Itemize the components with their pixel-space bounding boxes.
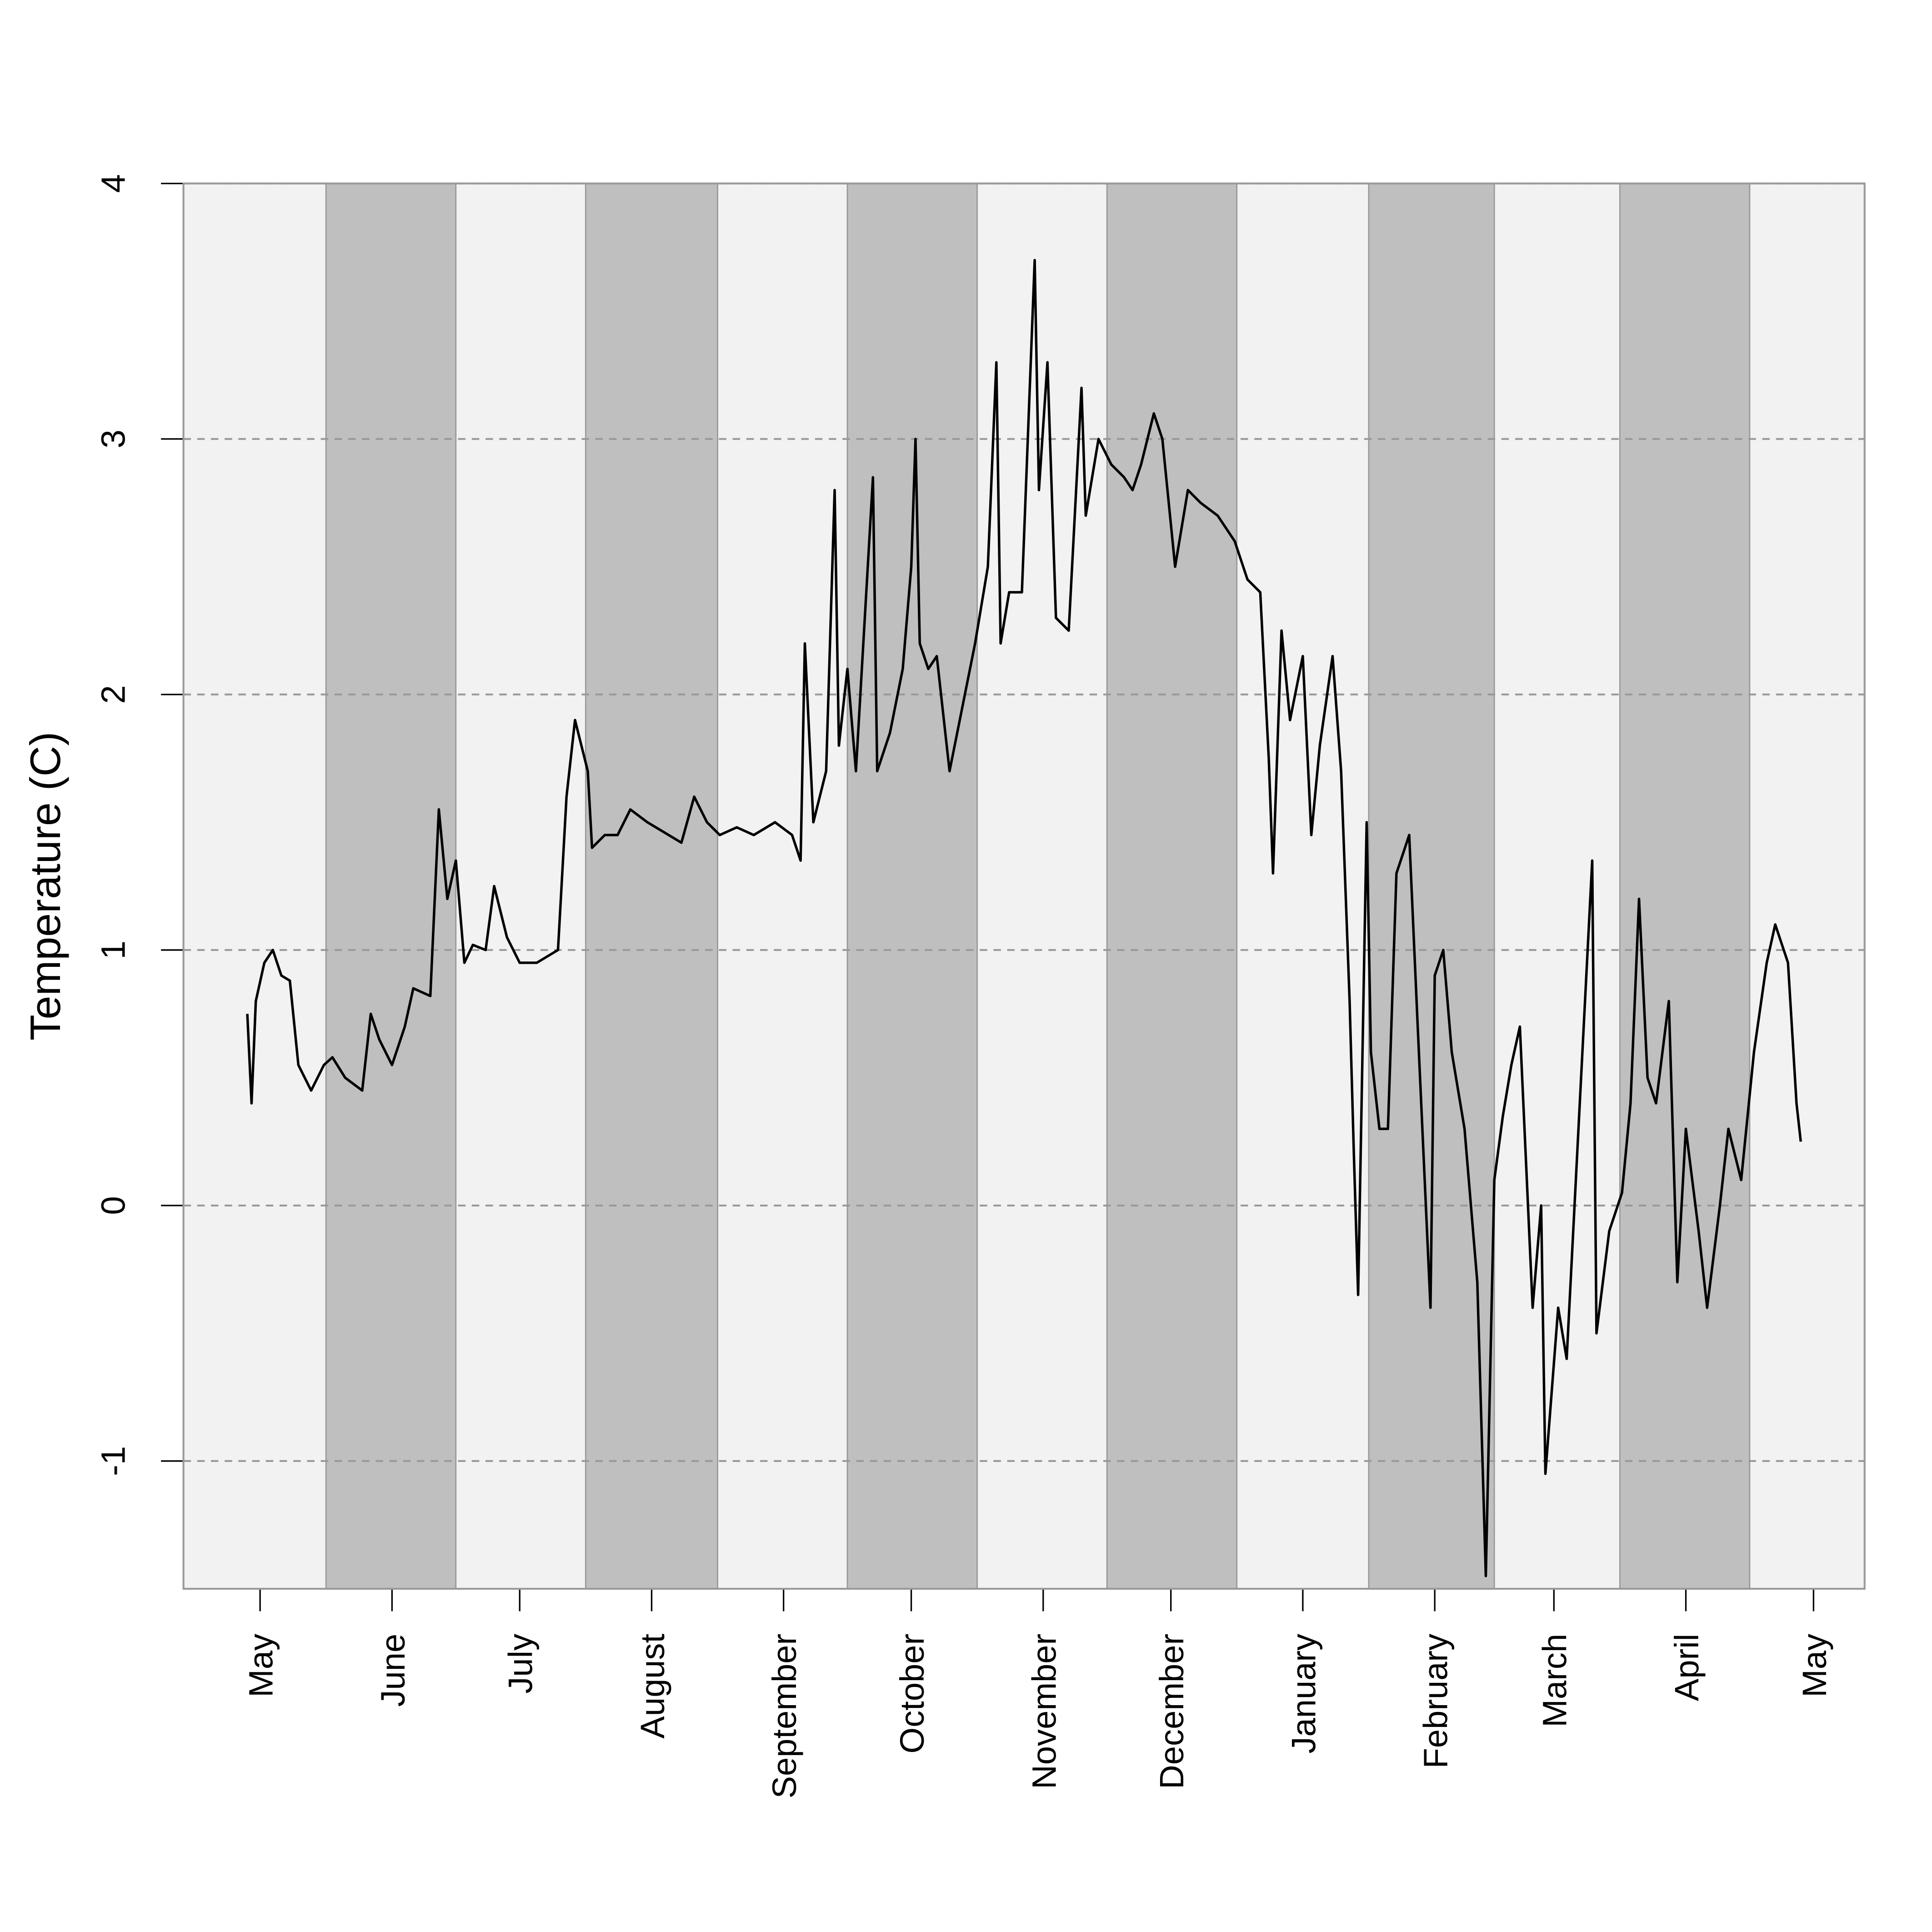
y-axis-title: Temperature (C) (22, 732, 69, 1041)
x-tick-label: July (502, 1634, 540, 1694)
y-tick-label: 3 (95, 430, 132, 448)
plot-frame (182, 182, 1866, 1590)
month-band (1236, 183, 1370, 1590)
month-band (976, 183, 1108, 1590)
temperature-line (246, 259, 1802, 1577)
y-tick-label: -1 (95, 1446, 132, 1476)
y-tick-label: 1 (95, 941, 132, 959)
month-band (183, 183, 327, 1590)
x-tick-label: September (766, 1634, 803, 1799)
x-tick-label: June (374, 1634, 412, 1707)
month-band (1749, 183, 1866, 1590)
month-band (717, 183, 848, 1590)
month-band (585, 183, 718, 1590)
month-band (1619, 183, 1751, 1590)
x-tick-label: January (1285, 1634, 1322, 1754)
month-band (1106, 183, 1238, 1590)
month-bands (183, 183, 1866, 1590)
x-tick-label: November (1025, 1634, 1063, 1789)
x-tick-label: May (242, 1634, 280, 1697)
x-tick-label: April (1668, 1634, 1706, 1701)
x-tick-label: February (1417, 1634, 1455, 1769)
x-tick-label: October (893, 1634, 931, 1754)
x-tick-label: May (1796, 1634, 1833, 1697)
month-band (455, 183, 586, 1590)
x-tick-label: August (634, 1633, 671, 1738)
month-band (846, 183, 978, 1590)
x-tick-label: March (1536, 1634, 1574, 1727)
y-tick-label: 2 (95, 685, 132, 704)
x-tick-label: December (1153, 1634, 1191, 1789)
y-tick-label: 4 (95, 174, 132, 193)
month-band (1368, 183, 1495, 1590)
month-band (1493, 183, 1621, 1590)
y-tick-label: 0 (95, 1196, 132, 1215)
